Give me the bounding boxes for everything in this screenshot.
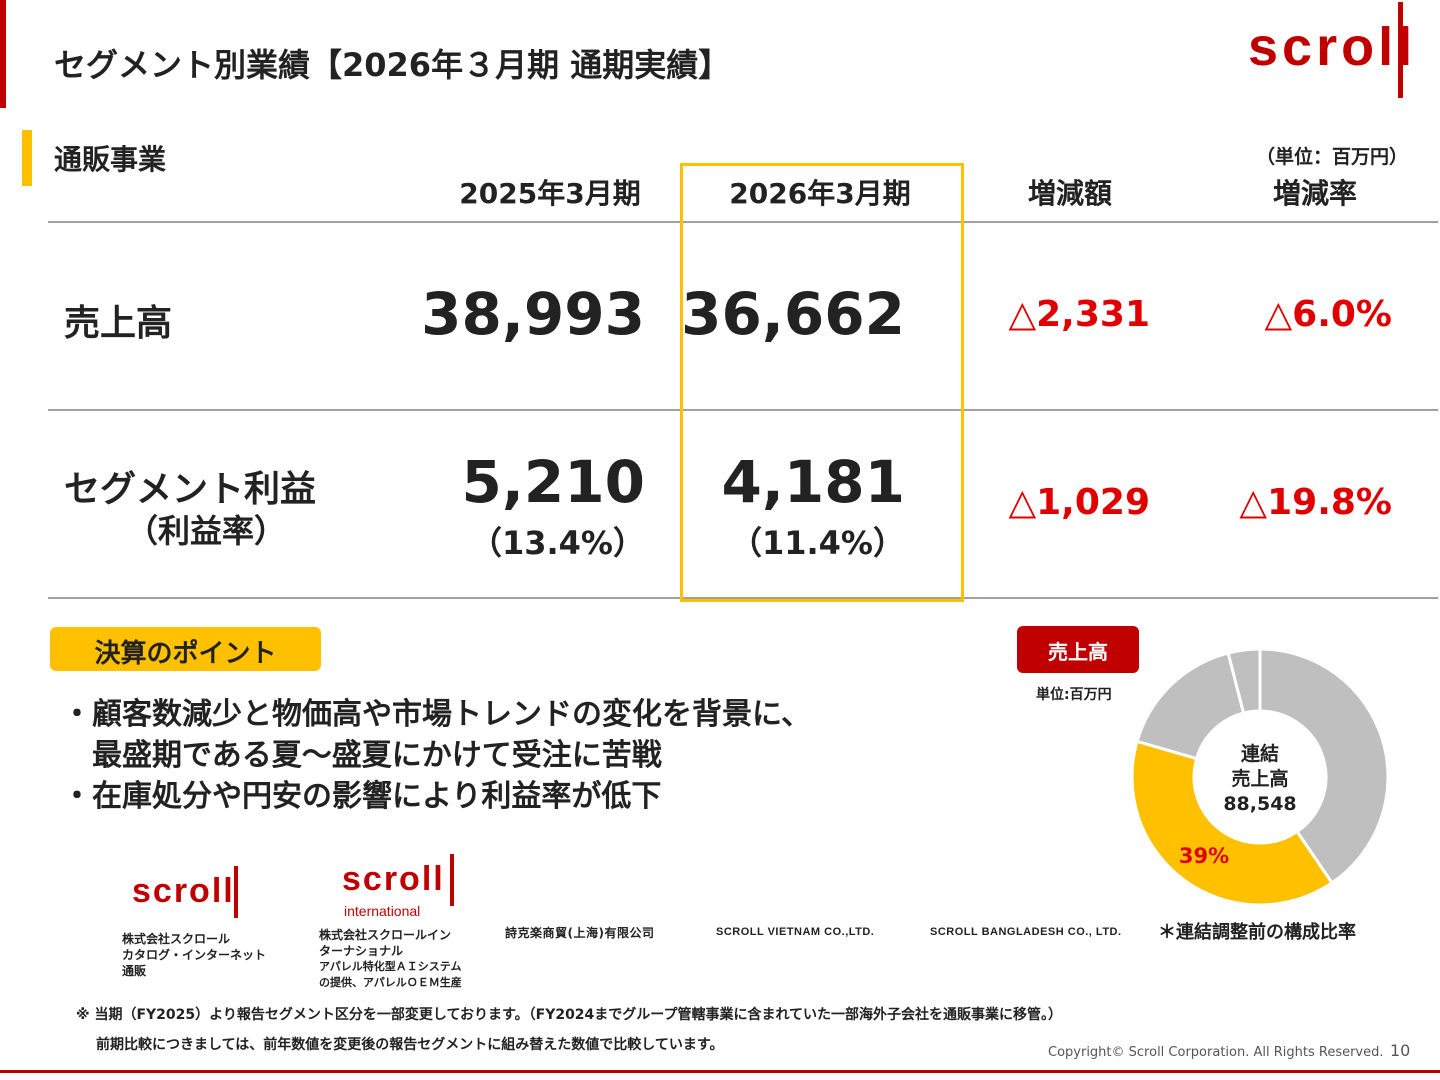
donut-slice (1130, 739, 1335, 907)
donut-center-line-2: 売上高 (1231, 767, 1288, 790)
donut-center-line-3: 88,548 (1223, 793, 1296, 815)
page-number: 10 (1390, 1041, 1411, 1060)
header-accent-bar (0, 0, 6, 108)
donut-badge-label: 売上高 (1048, 640, 1108, 664)
current-year-highlight (680, 163, 964, 602)
column-header-rate: 増減率 (1272, 177, 1357, 210)
profit-rate-prev: （13.4%） (469, 524, 645, 562)
company-line: 株式会社スクロール (122, 932, 231, 946)
company-description-international: 株式会社スクロールイン ターナショナル アパレル特化型ＡＩシステム の提供、アパ… (319, 927, 462, 991)
donut-note: ＊連結調整前の構成比率 (1158, 922, 1356, 943)
company-line: カタログ・インターネット (122, 948, 267, 962)
footnote-2: 前期比較につきましては、前年数値を変更後の報告セグメントに組み替えた数値で比較し… (96, 1037, 724, 1053)
profit-rate-curr: （11.4%） (729, 524, 905, 562)
scroll-logo-text: scroll (1248, 17, 1410, 77)
point-item: 最盛期である夏～盛夏にかけて受注に苦戦 (62, 738, 662, 773)
footer-line (0, 1070, 1440, 1073)
company-bangladesh: SCROLL BANGLADESH CO., LTD. (930, 926, 1122, 938)
scroll-international-logo-text: scroll (342, 860, 445, 898)
company-line: 株式会社スクロールイン (319, 928, 452, 942)
points-list: ・顧客数減少と物価高や市場トレンドの変化を背景に、 最盛期である夏～盛夏にかけて… (62, 694, 811, 817)
company-line: ターナショナル (319, 944, 404, 958)
company-line: の提供、アパレルＯＥＭ生産 (319, 976, 462, 989)
donut-slice (1226, 647, 1262, 715)
section-title: 通販事業 (54, 143, 167, 176)
scroll-international-logo: scroll international (342, 854, 454, 919)
table-bottom-line (48, 597, 1438, 599)
row-label-segment-profit: セグメント利益 (64, 469, 317, 510)
donut-badge: 売上高 (1017, 626, 1139, 673)
profit-rate-change: △19.8% (1239, 482, 1392, 523)
profit-diff: △1,029 (1008, 482, 1150, 523)
scroll-logo-bar (1398, 2, 1403, 98)
column-header-prev: 2025年3月期 (459, 177, 641, 210)
sales-diff: △2,331 (1008, 294, 1150, 335)
footnote-1: ※ 当期（FY2025）より報告セグメント区分を一部変更しております。（FY20… (76, 1007, 1063, 1023)
point-item: ・顧客数減少と物価高や市場トレンドの変化を背景に、 (62, 697, 812, 732)
page-title: セグメント別業績【2026年３月期 通期実績】 (54, 46, 731, 84)
point-item: ・在庫処分や円安の影響により利益率が低下 (62, 779, 662, 814)
scroll-logo: scroll (1248, 2, 1410, 98)
scroll-company-logo-text: scroll (132, 872, 235, 910)
company-line: 通販 (122, 964, 147, 978)
company-description-scroll: 株式会社スクロール カタログ・インターネット 通販 (122, 931, 266, 979)
points-badge-label: 決算のポイント (94, 639, 277, 669)
copyright: Copyright© Scroll Corporation. All Right… (1048, 1045, 1384, 1060)
donut-slice (1135, 651, 1246, 761)
table-top-line (48, 221, 1438, 223)
company-line: アパレル特化型ＡＩシステム (319, 960, 462, 973)
column-header-curr: 2026年3月期 (729, 177, 911, 210)
scroll-company-logo: scroll (132, 866, 238, 918)
row-label-profit-rate: （利益率） (126, 512, 287, 550)
section-accent-bar (22, 130, 32, 186)
unit-label: （単位：百万円） (1256, 146, 1409, 168)
donut-data-label: 39% (1179, 844, 1229, 868)
donut-unit: 単位:百万円 (1036, 687, 1112, 703)
profit-curr: 4,181 (721, 448, 905, 516)
sales-prev: 38,993 (421, 280, 645, 348)
table-mid-line (48, 409, 1438, 411)
column-header-diff: 増減額 (1027, 177, 1112, 210)
donut-center-line-1: 連結 (1241, 742, 1279, 765)
sales-curr: 36,662 (681, 280, 905, 348)
donut-slice (1258, 647, 1390, 885)
profit-prev: 5,210 (461, 448, 645, 516)
company-vietnam: SCROLL VIETNAM CO.,LTD. (716, 926, 875, 938)
row-label-sales: 売上高 (64, 303, 173, 344)
company-shanghai: 詩克楽商貿(上海)有限公司 (505, 926, 655, 940)
sales-rate: △6.0% (1264, 294, 1392, 335)
sales-donut-chart: 連結 売上高 88,548 39% (1130, 647, 1390, 907)
scroll-international-logo-sub: international (344, 903, 420, 919)
points-badge: 決算のポイント (50, 627, 321, 671)
